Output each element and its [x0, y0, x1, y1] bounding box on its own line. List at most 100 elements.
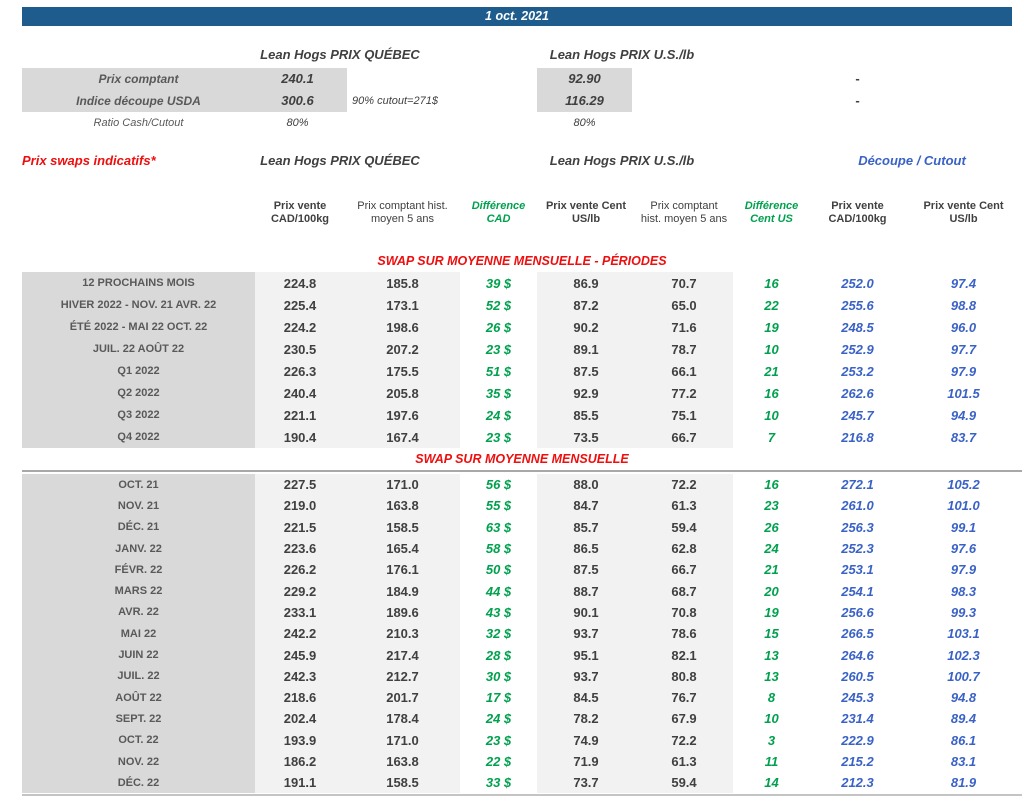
cell-cutout-cad: 245.3 [841, 690, 874, 706]
spot-row-label: Ratio Cash/Cutout [93, 117, 184, 129]
cell-hist-cad: 185.8 [345, 272, 460, 294]
section-title-periodes: SWAP SUR MOYENNE MENSUELLE - PÉRIODES [377, 254, 667, 268]
cell-hist-us: 78.6 [635, 623, 733, 645]
spot-qc-value: 240.1 [281, 71, 314, 86]
cell-hist-us: 59.4 [635, 772, 733, 794]
cell-prix-vente-cad: 242.2 [255, 623, 345, 645]
spot-us-header: Lean Hogs PRIX U.S./lb [549, 47, 695, 62]
cell-prix-vente-us: 89.1 [537, 338, 635, 360]
row-label: DÉC. 22 [22, 772, 255, 794]
cell-hist-us: 80.8 [635, 665, 733, 687]
cell-prix-vente-us: 93.7 [537, 623, 635, 645]
cell-prix-vente-cad: 223.6 [255, 537, 345, 560]
swap-row: 12 PROCHAINS MOIS 224.8 185.8 39 $ 86.9 70.7 1… [22, 272, 1022, 294]
swap-table-periodes: 12 PROCHAINS MOIS 224.8 185.8 39 $ 86.9 70.7 1… [22, 272, 1022, 448]
cell-difference-cad: 56 $ [485, 477, 512, 493]
cell-cutout-us: 105.2 [947, 477, 980, 493]
swap-row: NOV. 22 186.2 163.8 22 $ 71.9 61.3 11 215.2 83.1 [22, 750, 1022, 773]
cell-prix-vente-us: 87.5 [537, 559, 635, 581]
cell-difference-us: 10 [764, 407, 779, 423]
cell-hist-cad: 189.6 [345, 601, 460, 624]
cell-prix-vente-us: 92.9 [537, 382, 635, 404]
cell-cutout-us: 100.7 [947, 668, 980, 684]
swap-row: JUIL. 22 242.3 212.7 30 $ 93.7 80.8 13 260.5 100… [22, 665, 1022, 687]
cell-prix-vente-us: 73.7 [537, 772, 635, 794]
cell-prix-vente-cad: 221.1 [255, 404, 345, 426]
cell-hist-us: 71.6 [635, 316, 733, 338]
cell-cutout-us: 101.5 [947, 385, 980, 401]
swap-row: JANV. 22 223.6 165.4 58 $ 86.5 62.8 24 252.3 97.… [22, 537, 1022, 560]
cell-difference-us: 15 [764, 626, 779, 642]
cell-difference-us: 8 [767, 690, 776, 706]
row-label: FÉVR. 22 [22, 559, 255, 581]
cell-prix-vente-us: 84.5 [537, 686, 635, 709]
cutout-note: 90% cutout=271$ [352, 95, 438, 107]
cell-hist-cad: 158.5 [345, 772, 460, 794]
cell-cutout-cad: 272.1 [841, 477, 874, 493]
cell-cutout-us: 99.3 [950, 604, 977, 620]
swap-row: SEPT. 22 202.4 178.4 24 $ 78.2 67.9 10 231.4 89.… [22, 708, 1022, 730]
cell-cutout-us: 97.6 [950, 541, 977, 557]
row-label: JUIL. 22 [22, 665, 255, 687]
spot-row-label: Indice découpe USDA [76, 94, 201, 108]
swap-row: JUIN 22 245.9 217.4 28 $ 95.1 82.1 13 264.6 102.… [22, 644, 1022, 666]
cell-prix-vente-cad: 219.0 [255, 495, 345, 517]
cell-hist-cad: 184.9 [345, 580, 460, 602]
cell-difference-cad: 43 $ [485, 604, 512, 620]
cell-difference-cad: 58 $ [485, 541, 512, 557]
cell-prix-vente-cad: 242.3 [255, 665, 345, 687]
spot-quebec-box [22, 68, 347, 112]
cell-difference-us: 19 [764, 604, 779, 620]
column-header-difference-us: Différence Cent US [744, 200, 799, 225]
cell-cutout-cad: 260.5 [841, 668, 874, 684]
cell-cutout-us: 89.4 [950, 711, 977, 727]
cell-difference-cad: 33 $ [485, 775, 512, 791]
cell-prix-vente-cad: 226.3 [255, 360, 345, 382]
cell-cutout-cad: 252.0 [841, 275, 874, 291]
cell-prix-vente-us: 78.2 [537, 708, 635, 730]
cell-hist-cad: 201.7 [345, 686, 460, 709]
cell-hist-cad: 163.8 [345, 750, 460, 773]
spot-us-value: 116.29 [565, 93, 604, 108]
swap-row: MAI 22 242.2 210.3 32 $ 93.7 78.6 15 266.5 103.1 [22, 623, 1022, 645]
cell-hist-cad: 197.6 [345, 404, 460, 426]
cell-hist-us: 82.1 [635, 644, 733, 666]
swap-row: Q4 2022 190.4 167.4 23 $ 73.5 66.7 7 216.8 83.7 [22, 426, 1022, 448]
cell-difference-cad: 23 $ [485, 732, 512, 748]
column-header-hist-cad: Prix comptant hist. moyen 5 ans [357, 200, 448, 225]
cell-prix-vente-us: 85.5 [537, 404, 635, 426]
cell-prix-vente-cad: 225.4 [255, 294, 345, 316]
row-label: NOV. 22 [22, 750, 255, 773]
cell-difference-cad: 23 $ [485, 429, 512, 445]
cell-prix-vente-us: 90.2 [537, 316, 635, 338]
cell-cutout-cad: 248.5 [841, 319, 874, 335]
cell-hist-cad: 167.4 [345, 426, 460, 448]
cell-difference-us: 14 [764, 775, 779, 791]
section-title-mensuelle: SWAP SUR MOYENNE MENSUELLE [415, 452, 629, 466]
cell-prix-vente-cad: 191.1 [255, 772, 345, 794]
cell-difference-cad: 24 $ [485, 711, 512, 727]
swap-row: OCT. 22 193.9 171.0 23 $ 74.9 72.2 3 222.9 86.1 [22, 729, 1022, 751]
cell-cutout-cad: 216.8 [841, 429, 874, 445]
cell-prix-vente-us: 90.1 [537, 601, 635, 624]
cell-hist-cad: 158.5 [345, 516, 460, 538]
cell-prix-vente-cad: 221.5 [255, 516, 345, 538]
cell-prix-vente-us: 93.7 [537, 665, 635, 687]
cell-cutout-us: 97.7 [950, 341, 977, 357]
swap-row: HIVER 2022 - NOV. 21 AVR. 22 225.4 173.1 52… [22, 294, 1022, 316]
cell-hist-cad: 210.3 [345, 623, 460, 645]
cell-difference-us: 11 [764, 754, 779, 769]
cell-hist-us: 65.0 [635, 294, 733, 316]
cell-cutout-us: 101.0 [947, 498, 980, 514]
cell-cutout-us: 97.9 [950, 363, 977, 379]
date-banner: 1 oct. 2021 [22, 7, 1012, 26]
cell-prix-vente-us: 88.0 [537, 474, 635, 496]
spot-cutout-dash: - [855, 71, 860, 86]
cell-hist-cad: 205.8 [345, 382, 460, 404]
cell-hist-us: 70.8 [635, 601, 733, 624]
cell-prix-vente-cad: 186.2 [255, 750, 345, 773]
row-label: DÉC. 21 [22, 516, 255, 538]
cell-cutout-us: 97.9 [950, 562, 977, 578]
cell-prix-vente-cad: 230.5 [255, 338, 345, 360]
cell-hist-us: 78.7 [635, 338, 733, 360]
